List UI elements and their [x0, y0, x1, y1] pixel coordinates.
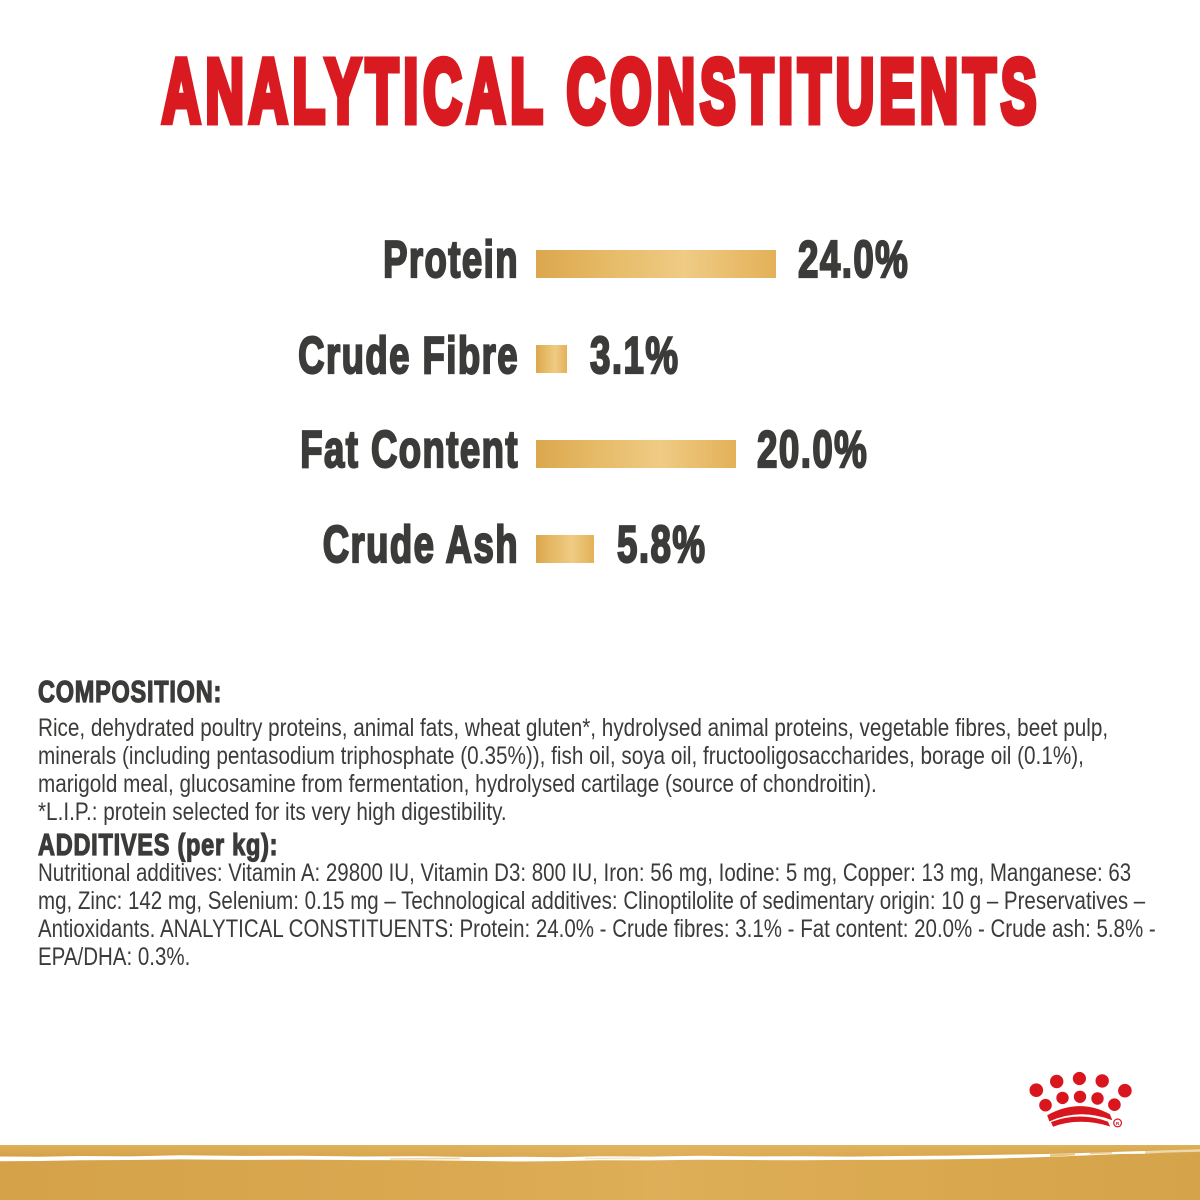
svg-text:R: R	[1116, 1121, 1120, 1127]
